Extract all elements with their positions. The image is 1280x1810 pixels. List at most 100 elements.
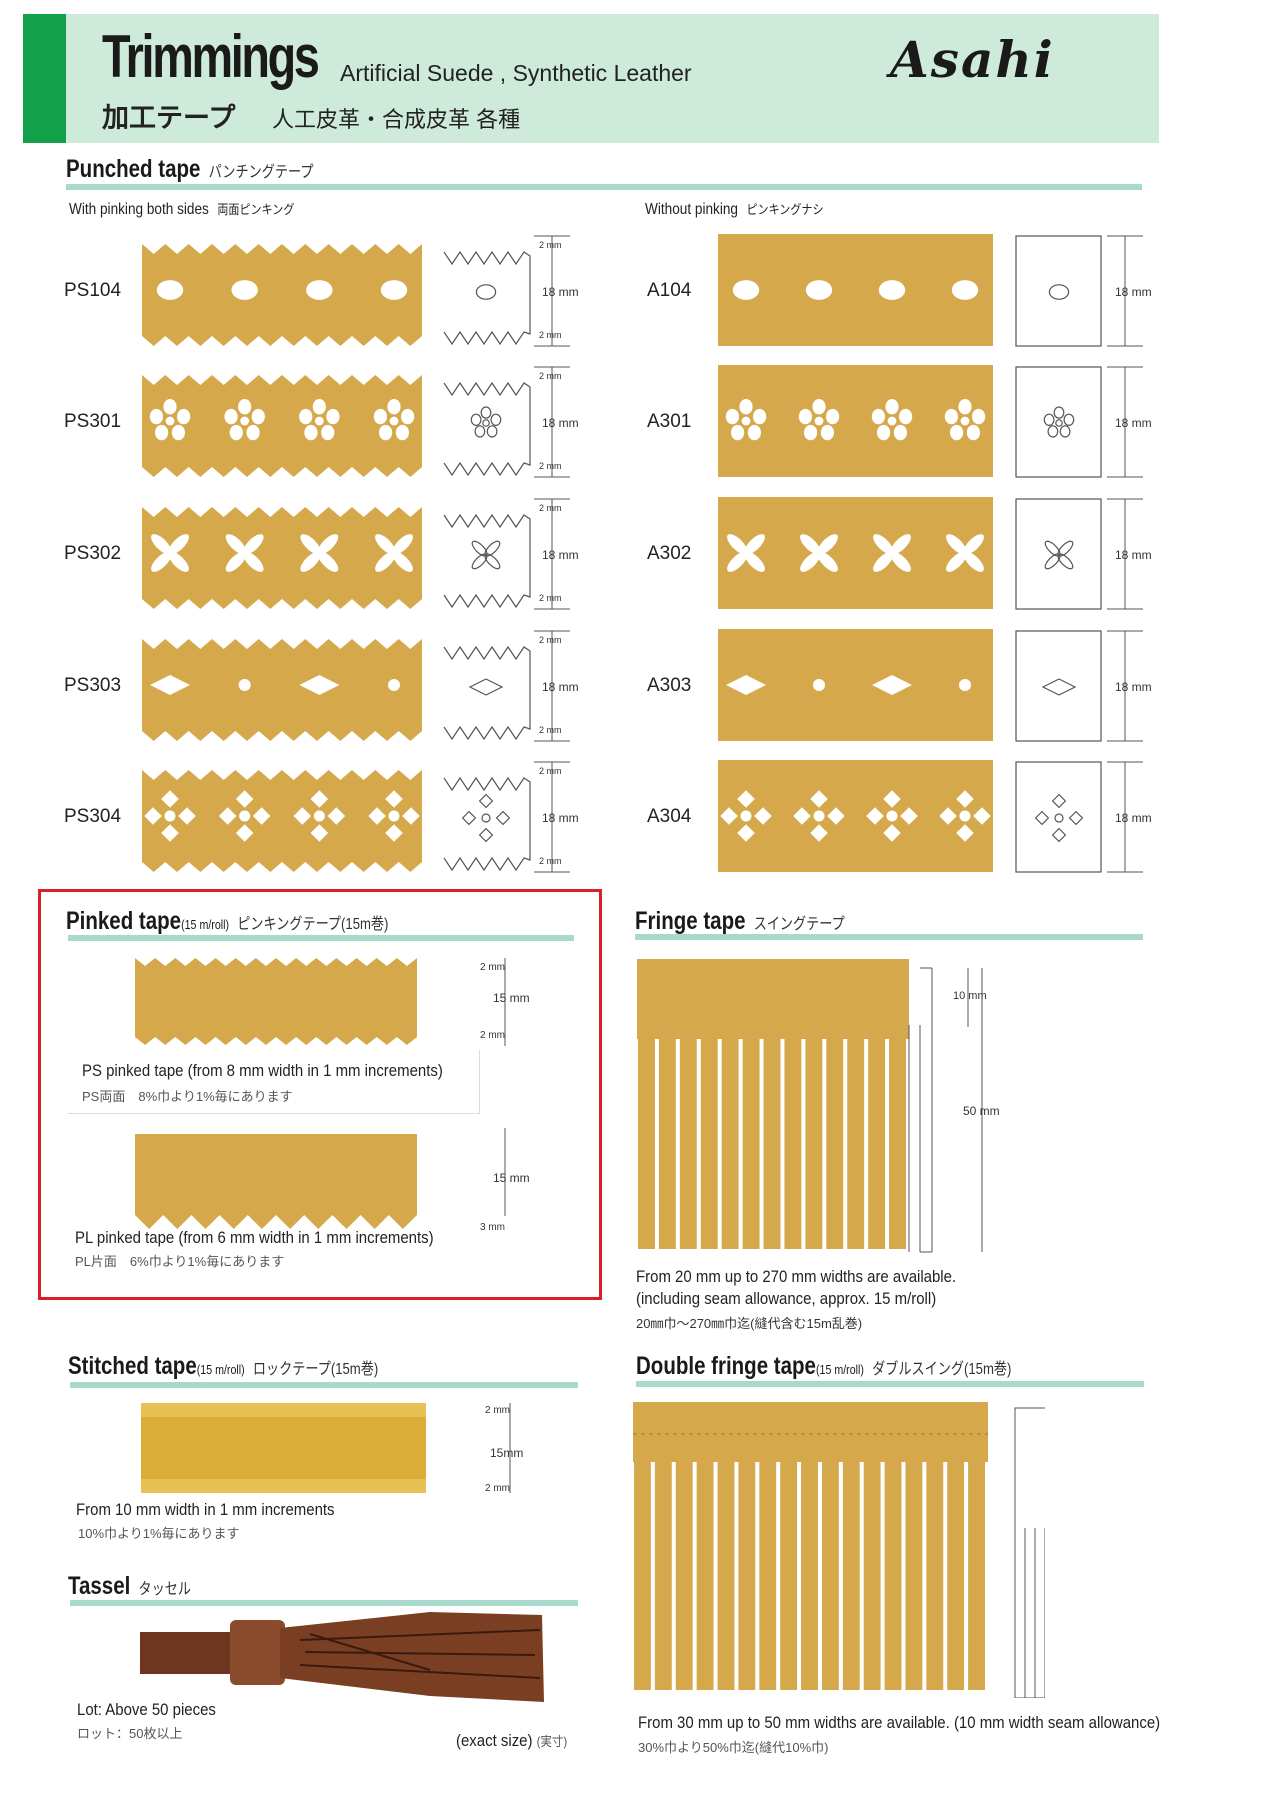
tape-body <box>135 1134 417 1229</box>
fringe-strand <box>926 1460 944 1690</box>
fringe-strand <box>717 1460 735 1690</box>
fringe-desc-2: (including seam allowance, approx. 15 m/… <box>636 1289 937 1308</box>
fringe-strand <box>700 1037 718 1249</box>
tape-body <box>718 365 993 477</box>
pinking-dimension-label: 2 mm <box>480 962 505 973</box>
pinked-tape-heading: Pinked tape(15 m/roll) ピンキングテープ(15m巻) <box>66 907 389 935</box>
product-code-a301: A301 <box>647 411 692 432</box>
width-dimension-label: 15mm <box>490 1446 523 1460</box>
tape-image-a302 <box>718 497 993 609</box>
fringe-strand <box>889 1037 906 1249</box>
section-rule <box>68 935 574 941</box>
fringe-strand <box>842 1460 860 1690</box>
tassel-size-note: (exact size) (実寸) <box>456 1731 568 1750</box>
section-rule <box>636 1381 1144 1387</box>
fringe-strand <box>696 1460 714 1690</box>
width-dimension-label: 18 mm <box>1115 811 1152 825</box>
fringe-strand <box>784 1037 802 1249</box>
tape-image-ps301 <box>142 375 422 477</box>
cross-punch-icon <box>727 534 984 572</box>
pinking-dimension-label: 2 mm <box>539 330 562 340</box>
fringe-strand <box>759 1460 777 1690</box>
left-column-heading: With pinking both sides 両面ピンキング <box>69 201 295 218</box>
stitched-edge <box>141 1479 426 1493</box>
pinking-dimension-label: 3 mm <box>480 1222 505 1233</box>
fringe-strand <box>675 1460 693 1690</box>
fringe-header <box>633 1402 988 1462</box>
edge-dimension-label: 2 mm <box>485 1483 510 1494</box>
width-dimension-label: 15 mm <box>493 1171 530 1185</box>
diamond-punch-icon <box>150 675 400 695</box>
dimension-diagram-a304: 18 mm <box>1015 761 1152 873</box>
tape-body <box>135 958 417 1045</box>
dimension-diagram-a303: 18 mm <box>1015 630 1152 742</box>
cross-punch-icon <box>151 534 413 572</box>
punched-tape-heading: Punched tape パンチングテープ <box>66 155 313 184</box>
pl-pinked-tape-image: 15 mm 3 mm <box>135 1128 530 1233</box>
fringe-strand <box>634 1460 651 1690</box>
fringe-strand <box>679 1037 697 1249</box>
fringe-strand <box>868 1037 886 1249</box>
width-dimension-label: 18 mm <box>542 416 579 430</box>
product-code-ps301: PS301 <box>64 411 122 432</box>
fringe-strand <box>947 1460 965 1690</box>
page-subtitle-jp: 人工皮革・合成皮革 各種 <box>272 107 521 132</box>
dimension-diagram-ps104: 18 mm 2 mm 2 mm <box>443 235 579 347</box>
fringe-tape-image: 10 mm 50 mm <box>637 959 1000 1253</box>
dimension-diagram-ps301: 18 mm 2 mm 2 mm <box>443 366 579 478</box>
width-dimension-label: 18 mm <box>1115 416 1152 430</box>
pinking-dimension-label: 2 mm <box>539 766 562 776</box>
stitched-desc-jp: 10%巾より1%毎にあります <box>78 1526 240 1541</box>
fringe-strand <box>738 1460 756 1690</box>
tape-body <box>142 375 422 477</box>
tape-body <box>142 639 422 741</box>
page-title-jp: 加工テープ <box>102 103 236 133</box>
page-title: Trimmings <box>102 23 320 90</box>
product-code-ps302: PS302 <box>64 543 122 564</box>
fringe-strand <box>742 1037 760 1249</box>
tape-image-a303 <box>718 629 993 741</box>
fringe-strand <box>658 1037 676 1249</box>
section-rule <box>635 934 1143 940</box>
asahi-logo: Asahi <box>890 30 1055 89</box>
oval-punch-icon <box>156 280 408 300</box>
dimension-diagram-ps304: 18 mm 2 mm 2 mm <box>443 761 579 873</box>
fringe-strand <box>638 1037 655 1249</box>
tape-body <box>142 770 422 872</box>
width-dimension-label: 15 mm <box>493 991 530 1005</box>
pinking-dimension-label: 2 mm <box>539 725 562 735</box>
stitched-edge <box>141 1403 426 1417</box>
diamond-punch-icon <box>726 675 971 695</box>
dimension-diagram-a302: 18 mm <box>1015 498 1152 610</box>
pinking-dimension-label: 2 mm <box>539 635 562 645</box>
fringe-strand <box>821 1460 839 1690</box>
page-subtitle: Artificial Suede , Synthetic Leather <box>340 60 692 86</box>
width-dimension-label: 18 mm <box>1115 548 1152 562</box>
pinking-dimension-label: 2 mm <box>539 593 562 603</box>
tape-image-a104 <box>718 234 993 346</box>
dimension-diagram-ps303: 18 mm 2 mm 2 mm <box>443 630 579 742</box>
fringe-strand <box>801 1460 818 1690</box>
punched-title-jp: パンチングテープ <box>208 164 314 181</box>
dimension-diagram-a104: 18 mm <box>1015 235 1152 347</box>
tape-body <box>142 507 422 609</box>
fringe-strand <box>654 1460 672 1690</box>
flower-punch-icon <box>149 399 415 441</box>
product-code-a302: A302 <box>647 543 692 564</box>
fringe-tape-heading: Fringe tape スイングテープ <box>635 907 845 935</box>
tape-image-ps304 <box>142 770 422 872</box>
dimension-diagram-ps302: 18 mm 2 mm 2 mm <box>443 498 579 610</box>
product-code-ps303: PS303 <box>64 675 122 696</box>
header-accent-bar <box>23 14 66 143</box>
product-code-ps104: PS104 <box>64 280 122 301</box>
flower-punch-icon <box>725 399 986 441</box>
fringe-strand <box>847 1037 865 1249</box>
product-code-a303: A303 <box>647 675 692 696</box>
pinking-dimension-label: 2 mm <box>539 503 562 513</box>
tape-image-ps303 <box>142 639 422 741</box>
ps-pinked-desc: PS pinked tape (from 8 mm width in 1 mm … <box>82 1061 443 1080</box>
tape-body <box>718 760 993 872</box>
fringe-strand <box>805 1037 823 1249</box>
fringe-strand <box>863 1460 881 1690</box>
